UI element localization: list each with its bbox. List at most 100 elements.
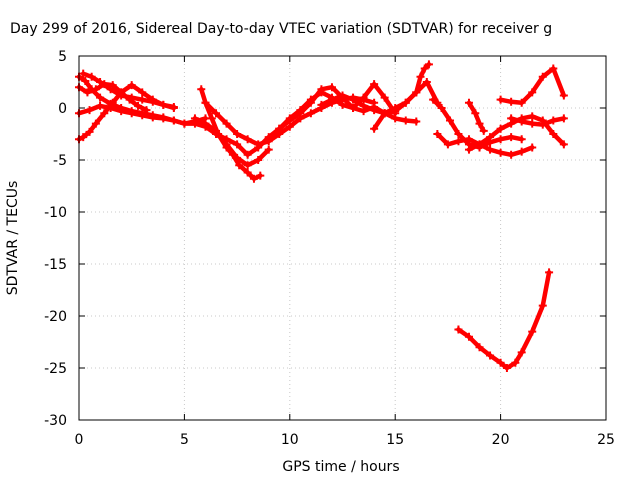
data-point bbox=[538, 72, 547, 81]
data-point bbox=[317, 85, 326, 94]
data-point bbox=[429, 95, 438, 104]
data-point bbox=[91, 85, 100, 94]
data-point bbox=[169, 116, 178, 125]
data-point bbox=[359, 101, 368, 110]
data-point bbox=[538, 301, 547, 310]
data-point bbox=[317, 100, 326, 109]
y-tick-label: 5 bbox=[58, 49, 67, 65]
data-point bbox=[496, 148, 505, 157]
series-7 bbox=[190, 114, 273, 170]
data-point bbox=[108, 81, 117, 90]
data-point bbox=[180, 119, 189, 128]
data-point bbox=[87, 72, 96, 81]
series-16 bbox=[496, 64, 568, 107]
data-point bbox=[127, 109, 136, 118]
data-point bbox=[528, 112, 537, 121]
y-axis-ticks: 5 0 -5 -10 -15 -20 -25 -30 bbox=[44, 49, 606, 429]
data-point bbox=[464, 145, 473, 154]
data-point bbox=[79, 133, 88, 142]
data-point bbox=[108, 98, 117, 107]
data-point bbox=[475, 343, 484, 352]
data-point bbox=[545, 268, 554, 277]
y-tick-label: -20 bbox=[44, 309, 67, 325]
x-tick-label: 10 bbox=[281, 432, 299, 448]
data-point bbox=[100, 109, 109, 118]
x-tick-label: 20 bbox=[492, 432, 510, 448]
x-axis-ticks: 0 5 10 15 20 25 bbox=[75, 56, 615, 448]
data-point bbox=[517, 98, 526, 107]
data-point bbox=[117, 91, 126, 100]
plot-frame bbox=[78, 55, 607, 421]
data-point bbox=[148, 113, 157, 122]
series-1 bbox=[75, 72, 421, 159]
y-axis-label: SDTVAR / TECUs bbox=[5, 181, 21, 296]
data-point bbox=[91, 119, 100, 128]
data-point bbox=[197, 85, 206, 94]
data-point bbox=[412, 88, 421, 97]
data-point bbox=[370, 98, 379, 107]
y-tick-label: 0 bbox=[58, 101, 67, 117]
data-point bbox=[117, 107, 126, 116]
data-point bbox=[127, 81, 136, 90]
data-point bbox=[349, 104, 358, 112]
data-point bbox=[464, 332, 473, 341]
data-point bbox=[212, 109, 221, 118]
data-point bbox=[327, 95, 336, 104]
x-axis-label: GPS time / hours bbox=[282, 459, 399, 475]
data-point bbox=[475, 119, 484, 128]
data-point bbox=[222, 119, 231, 128]
data-point bbox=[306, 109, 315, 118]
data-point bbox=[486, 133, 495, 142]
data-point bbox=[138, 88, 147, 97]
series-line bbox=[466, 100, 486, 134]
y-tick-label: -15 bbox=[44, 257, 67, 273]
series-6 bbox=[197, 85, 265, 183]
x-tick-label: 0 bbox=[75, 432, 84, 448]
data-point bbox=[275, 124, 284, 133]
data-point bbox=[437, 104, 446, 112]
data-point bbox=[243, 161, 252, 170]
data-point bbox=[391, 104, 400, 112]
data-point bbox=[190, 114, 199, 123]
data-point bbox=[83, 88, 92, 97]
data-point bbox=[517, 135, 526, 144]
data-point bbox=[254, 140, 263, 149]
data-point bbox=[479, 126, 488, 135]
data-point bbox=[306, 98, 315, 107]
data-point bbox=[159, 100, 168, 109]
x-tick-label: 15 bbox=[386, 432, 404, 448]
data-point bbox=[420, 64, 429, 73]
data-point bbox=[127, 93, 136, 102]
data-point bbox=[243, 168, 252, 177]
series-13 bbox=[433, 130, 537, 159]
data-point bbox=[507, 114, 516, 123]
data-point bbox=[142, 106, 151, 115]
data-point bbox=[517, 348, 526, 357]
grid-lines bbox=[79, 56, 606, 420]
data-series-layer bbox=[75, 60, 568, 372]
data-point bbox=[422, 78, 431, 86]
data-point bbox=[380, 109, 389, 118]
data-point bbox=[454, 137, 463, 146]
data-point bbox=[496, 95, 505, 104]
data-point bbox=[454, 130, 463, 138]
x-tick-label: 25 bbox=[597, 432, 615, 448]
data-point bbox=[338, 91, 347, 100]
data-point bbox=[528, 327, 537, 336]
data-point bbox=[79, 69, 88, 78]
data-point bbox=[464, 98, 473, 107]
series-line bbox=[80, 71, 177, 110]
data-point bbox=[169, 102, 178, 111]
data-point bbox=[349, 95, 358, 104]
data-point bbox=[370, 124, 379, 133]
data-point bbox=[249, 174, 258, 183]
data-point bbox=[528, 88, 537, 97]
data-point bbox=[222, 140, 231, 149]
data-point bbox=[106, 104, 115, 112]
data-point bbox=[327, 83, 336, 92]
data-point bbox=[471, 109, 480, 118]
data-point bbox=[401, 116, 410, 125]
data-point bbox=[201, 98, 210, 107]
data-point bbox=[159, 114, 168, 123]
